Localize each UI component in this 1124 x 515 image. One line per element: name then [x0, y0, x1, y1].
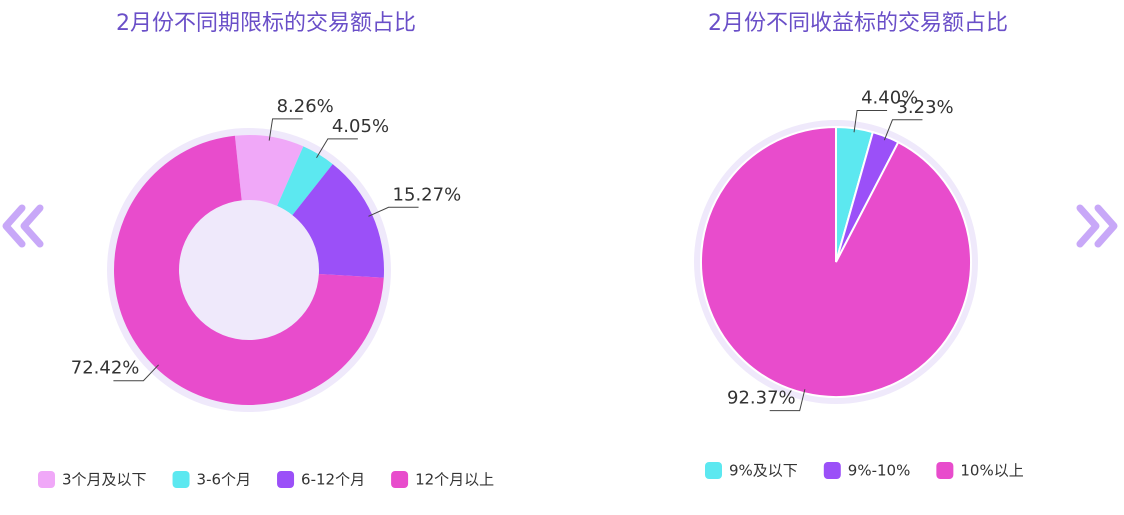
leader-line [769, 389, 806, 412]
data-label: 8.26% [277, 96, 334, 117]
slice [292, 164, 384, 278]
legend-label: 9%-10% [848, 462, 911, 480]
slice [234, 135, 304, 206]
leader-line [113, 364, 159, 382]
slice [113, 135, 384, 405]
legend-swatch [391, 471, 409, 488]
prev-arrow[interactable] [2, 204, 44, 248]
data-label: 3.23% [896, 97, 953, 118]
data-label: 15.27% [393, 184, 462, 205]
leader-line [368, 206, 419, 217]
legend-label: 10%以上 [960, 462, 1023, 480]
leader-line [883, 119, 923, 141]
data-label: 72.42% [71, 358, 140, 379]
legend-label: 12个月以上 [415, 471, 494, 489]
legend-label: 6-12个月 [301, 471, 365, 489]
legend-swatch [277, 471, 295, 488]
legend-swatch [823, 462, 841, 479]
chart-title: 2月份不同收益标的交易额占比 [708, 11, 1008, 36]
chart-title: 2月份不同期限标的交易额占比 [116, 11, 416, 36]
data-label: 4.40% [861, 87, 918, 108]
data-label: 92.37% [727, 388, 796, 409]
legend-swatch [38, 471, 55, 488]
leader-line [316, 138, 358, 158]
next-arrow[interactable] [1076, 204, 1118, 248]
leader-line [268, 118, 303, 141]
legend-swatch [172, 471, 190, 488]
slice [700, 125, 972, 398]
legend-label: 9%及以下 [729, 462, 798, 480]
data-label: 4.05% [332, 116, 389, 137]
legend-swatch [705, 462, 722, 479]
slice [277, 146, 333, 216]
leader-line [853, 109, 888, 133]
legend-swatch [936, 462, 954, 479]
hole-halo [171, 192, 327, 348]
legend-label: 3个月及以下 [62, 471, 147, 489]
legend-label: 3-6个月 [197, 471, 252, 489]
